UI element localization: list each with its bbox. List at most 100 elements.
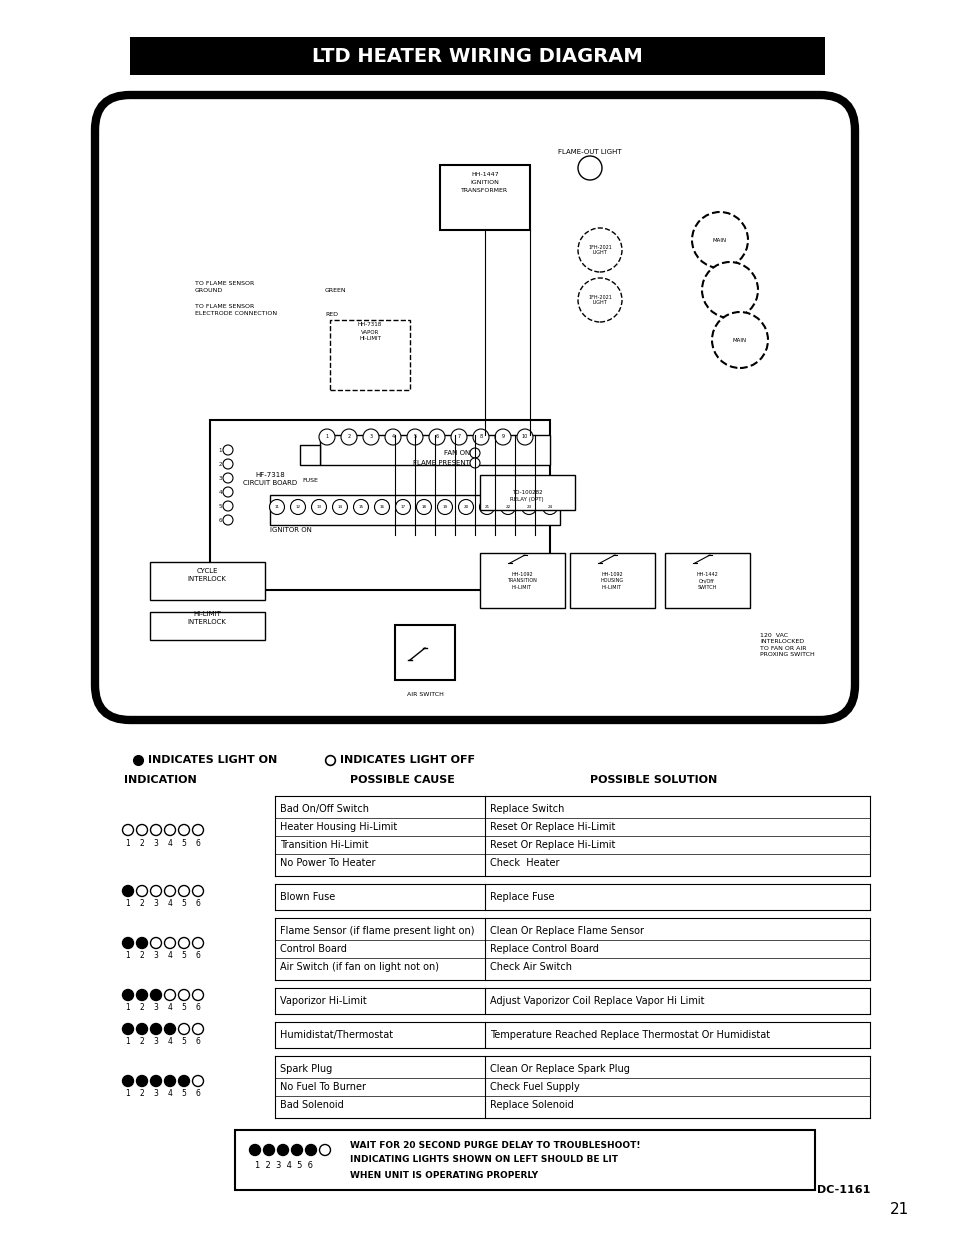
FancyBboxPatch shape [130, 37, 824, 75]
Circle shape [319, 1145, 330, 1156]
Circle shape [122, 825, 133, 836]
Text: Clean Or Replace Spark Plug: Clean Or Replace Spark Plug [490, 1065, 629, 1074]
Text: 24: 24 [547, 505, 552, 509]
Text: Check Air Switch: Check Air Switch [490, 962, 572, 972]
Text: Transition Hi-Limit: Transition Hi-Limit [280, 840, 368, 850]
Bar [150, 562, 265, 600]
Text: INDICATING LIGHTS SHOWN ON LEFT SHOULD BE LIT: INDICATING LIGHTS SHOWN ON LEFT SHOULD B… [350, 1156, 618, 1165]
Text: 4: 4 [168, 1004, 172, 1013]
Text: 1: 1 [126, 899, 131, 909]
Text: 5: 5 [181, 1089, 186, 1098]
Text: HH-1447: HH-1447 [471, 173, 498, 178]
Circle shape [277, 1145, 288, 1156]
Text: WAIT FOR 20 SECOND PURGE DELAY TO TROUBLESHOOT!: WAIT FOR 20 SECOND PURGE DELAY TO TROUBL… [350, 1140, 639, 1150]
Circle shape [429, 429, 444, 445]
Text: Replace Fuse: Replace Fuse [490, 892, 554, 902]
Text: 4: 4 [168, 1037, 172, 1046]
Text: 3: 3 [153, 1037, 158, 1046]
Circle shape [178, 937, 190, 948]
Text: 3: 3 [153, 1004, 158, 1013]
Text: 6: 6 [195, 951, 200, 961]
Circle shape [500, 499, 515, 515]
Text: HH-1092
HOUSING
HI-LIMIT: HH-1092 HOUSING HI-LIMIT [599, 572, 623, 589]
Text: CYCLE
INTERLOCK: CYCLE INTERLOCK [188, 568, 226, 582]
Text: 2: 2 [139, 1037, 144, 1046]
Text: MAIN: MAIN [712, 237, 726, 242]
Text: FUSE: FUSE [302, 478, 317, 483]
Text: 2: 2 [347, 435, 350, 440]
Circle shape [363, 429, 378, 445]
Circle shape [164, 989, 175, 1000]
Text: HH-7318: HH-7318 [357, 322, 382, 327]
Text: 1: 1 [126, 1004, 131, 1013]
Text: FLAME-OUT LIGHT: FLAME-OUT LIGHT [558, 149, 621, 156]
Text: 5: 5 [413, 435, 416, 440]
Text: Air Switch (if fan on light not on): Air Switch (if fan on light not on) [280, 962, 438, 972]
Text: TO FLAME SENSOR
ELECTRODE CONNECTION: TO FLAME SENSOR ELECTRODE CONNECTION [194, 304, 276, 316]
Text: 18: 18 [421, 505, 426, 509]
Circle shape [164, 825, 175, 836]
Bar [479, 553, 564, 608]
Text: 11: 11 [274, 505, 279, 509]
Text: 2: 2 [139, 899, 144, 909]
Circle shape [263, 1145, 274, 1156]
Text: 6: 6 [195, 839, 200, 847]
Text: No Power To Heater: No Power To Heater [280, 858, 375, 868]
Circle shape [151, 1024, 161, 1035]
Circle shape [164, 937, 175, 948]
Text: IGNITOR ON: IGNITOR ON [270, 527, 312, 534]
Circle shape [542, 499, 557, 515]
Circle shape [223, 459, 233, 469]
Circle shape [151, 825, 161, 836]
Bar [569, 553, 655, 608]
Circle shape [473, 429, 489, 445]
Circle shape [151, 885, 161, 897]
Text: 120  VAC
INTERLOCKED
TO FAN OR AIR
PROXING SWITCH: 120 VAC INTERLOCKED TO FAN OR AIR PROXIN… [760, 632, 814, 657]
Circle shape [223, 501, 233, 511]
Circle shape [151, 989, 161, 1000]
Text: TRANSFORMER: TRANSFORMER [461, 189, 508, 194]
Text: Check Fuel Supply: Check Fuel Supply [490, 1082, 579, 1092]
Text: Flame Sensor (if flame present light on): Flame Sensor (if flame present light on) [280, 926, 474, 936]
Text: Replace Control Board: Replace Control Board [490, 944, 598, 953]
Text: 9: 9 [501, 435, 504, 440]
Circle shape [193, 825, 203, 836]
Circle shape [136, 825, 148, 836]
Text: POSSIBLE CAUSE: POSSIBLE CAUSE [350, 776, 455, 785]
Text: 4: 4 [168, 899, 172, 909]
Text: HH-1442
On/Off
SWITCH: HH-1442 On/Off SWITCH [696, 572, 717, 589]
Text: 5: 5 [181, 1037, 186, 1046]
Circle shape [354, 499, 368, 515]
Text: LTD HEATER WIRING DIAGRAM: LTD HEATER WIRING DIAGRAM [312, 47, 641, 65]
Text: 3: 3 [153, 839, 158, 847]
Circle shape [193, 1024, 203, 1035]
Text: 6: 6 [195, 1089, 200, 1098]
Text: IGNITION: IGNITION [470, 180, 499, 185]
Text: 6: 6 [195, 899, 200, 909]
Text: POSSIBLE SOLUTION: POSSIBLE SOLUTION [589, 776, 717, 785]
Text: CIRCUIT BOARD: CIRCUIT BOARD [243, 480, 296, 487]
Circle shape [178, 989, 190, 1000]
Text: 15: 15 [358, 505, 363, 509]
Text: 2: 2 [139, 951, 144, 961]
Circle shape [122, 989, 133, 1000]
Text: WHEN UNIT IS OPERATING PROPERLY: WHEN UNIT IS OPERATING PROPERLY [350, 1171, 537, 1179]
Circle shape [178, 1024, 190, 1035]
Bar [270, 495, 559, 525]
Text: 1FH-2021
LIGHT: 1FH-2021 LIGHT [587, 295, 611, 305]
Text: 17: 17 [400, 505, 405, 509]
Text: 5: 5 [218, 504, 221, 509]
Circle shape [578, 278, 621, 322]
Text: 3: 3 [153, 951, 158, 961]
Circle shape [164, 1076, 175, 1087]
Circle shape [333, 499, 347, 515]
Circle shape [136, 1076, 148, 1087]
Bar [210, 420, 550, 590]
Circle shape [178, 885, 190, 897]
Text: MAIN: MAIN [732, 337, 746, 342]
Text: HI-LIMIT: HI-LIMIT [358, 336, 380, 342]
Text: 7: 7 [456, 435, 460, 440]
Circle shape [136, 885, 148, 897]
Text: 20: 20 [463, 505, 468, 509]
Text: 1: 1 [126, 1037, 131, 1046]
